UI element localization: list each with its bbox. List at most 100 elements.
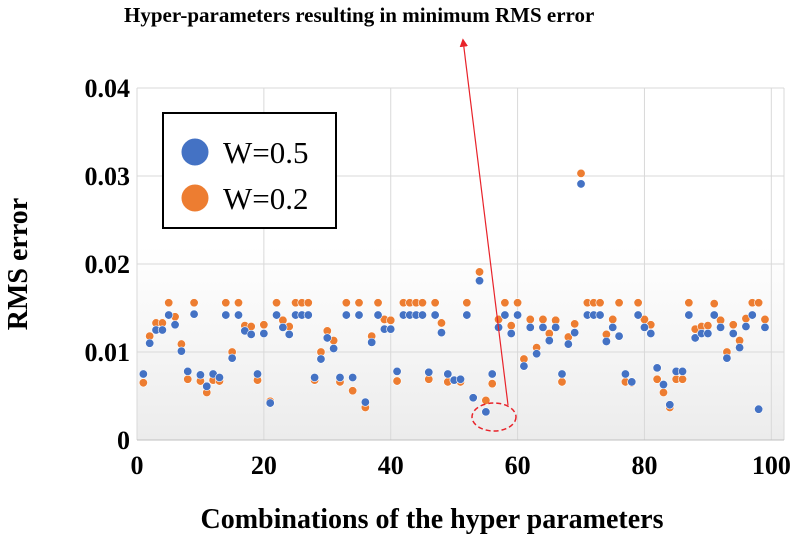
point-w02 bbox=[272, 298, 282, 308]
point-w05 bbox=[202, 381, 212, 391]
point-w02 bbox=[728, 320, 738, 330]
point-w02 bbox=[373, 298, 383, 308]
y-tick-label: 0.04 bbox=[85, 74, 131, 103]
point-w05 bbox=[646, 329, 656, 339]
point-w05 bbox=[424, 367, 434, 377]
point-w05 bbox=[678, 366, 688, 376]
point-w02 bbox=[633, 298, 643, 308]
point-w05 bbox=[728, 329, 738, 339]
point-w05 bbox=[475, 276, 485, 286]
y-tick-label: 0.03 bbox=[85, 162, 131, 191]
legend: W=0.5 W=0.2 bbox=[162, 112, 337, 229]
tick-labels: 0 0.01 0.02 0.03 0.04 0 20 40 60 80 100 bbox=[85, 74, 791, 480]
point-w02 bbox=[392, 376, 402, 386]
point-w05 bbox=[532, 349, 542, 359]
point-w05 bbox=[614, 331, 624, 341]
point-w02 bbox=[354, 298, 364, 308]
x-tick-label: 20 bbox=[251, 451, 277, 480]
point-w05 bbox=[341, 310, 351, 320]
point-w05 bbox=[145, 338, 155, 348]
point-w02 bbox=[760, 314, 770, 324]
point-w05 bbox=[170, 320, 180, 330]
point-w02 bbox=[595, 298, 605, 308]
point-w05 bbox=[138, 369, 148, 379]
point-w05 bbox=[246, 329, 256, 339]
point-w05 bbox=[513, 310, 523, 320]
point-w02 bbox=[506, 321, 516, 331]
x-tick-label: 80 bbox=[631, 451, 657, 480]
point-w02 bbox=[475, 267, 485, 277]
point-w05 bbox=[658, 380, 668, 390]
point-w05 bbox=[551, 322, 561, 332]
point-w05 bbox=[386, 324, 396, 334]
point-w05 bbox=[195, 370, 205, 380]
point-w05 bbox=[360, 397, 370, 407]
point-w05 bbox=[335, 373, 345, 383]
point-w05 bbox=[373, 310, 383, 320]
point-w02 bbox=[430, 298, 440, 308]
chart-title: Hyper-parameters resulting in minimum RM… bbox=[124, 3, 594, 27]
y-tick-label: 0.01 bbox=[85, 338, 131, 367]
data-points bbox=[138, 168, 770, 417]
point-w05 bbox=[608, 322, 618, 332]
point-w02 bbox=[386, 315, 396, 325]
legend-marker-w05 bbox=[180, 137, 210, 167]
point-w02 bbox=[303, 298, 313, 308]
point-w02 bbox=[221, 298, 231, 308]
legend-label-w05: W=0.5 bbox=[223, 135, 309, 170]
point-w05 bbox=[462, 310, 472, 320]
point-w05 bbox=[272, 310, 282, 320]
point-w02 bbox=[183, 374, 193, 384]
minimum-highlight-ellipse bbox=[471, 402, 517, 432]
point-w02 bbox=[436, 318, 446, 328]
point-w05 bbox=[754, 404, 764, 414]
point-w02 bbox=[259, 320, 269, 330]
point-w05 bbox=[183, 366, 193, 376]
point-w05 bbox=[468, 393, 478, 403]
point-w05 bbox=[525, 322, 535, 332]
point-w05 bbox=[481, 407, 491, 417]
point-w05 bbox=[665, 400, 675, 410]
point-w05 bbox=[487, 369, 497, 379]
point-w05 bbox=[310, 373, 320, 383]
point-w02 bbox=[703, 321, 713, 331]
point-w05 bbox=[233, 310, 243, 320]
point-w02 bbox=[500, 298, 510, 308]
point-w05 bbox=[633, 310, 643, 320]
point-w05 bbox=[316, 354, 326, 364]
point-w05 bbox=[639, 322, 649, 332]
point-w02 bbox=[576, 168, 586, 178]
x-axis-title: Combinations of the hyper parameters bbox=[200, 504, 663, 534]
point-w05 bbox=[741, 321, 751, 331]
point-w05 bbox=[690, 333, 700, 343]
point-w05 bbox=[392, 366, 402, 376]
point-w05 bbox=[227, 353, 237, 363]
x-tick-label: 0 bbox=[131, 451, 144, 480]
point-w02 bbox=[570, 319, 580, 329]
point-w02 bbox=[538, 314, 548, 324]
point-w05 bbox=[709, 310, 719, 320]
point-w02 bbox=[684, 298, 694, 308]
legend-marker-w02 bbox=[180, 183, 210, 213]
point-w05 bbox=[303, 310, 313, 320]
point-w05 bbox=[544, 336, 554, 346]
point-w05 bbox=[563, 339, 573, 349]
point-w05 bbox=[348, 373, 358, 383]
point-w05 bbox=[329, 343, 339, 353]
point-w05 bbox=[576, 179, 586, 189]
point-w05 bbox=[506, 329, 516, 339]
point-w05 bbox=[557, 369, 567, 379]
point-w02 bbox=[652, 374, 662, 384]
point-w05 bbox=[221, 310, 231, 320]
x-tick-label: 100 bbox=[752, 451, 791, 480]
point-w05 bbox=[627, 377, 637, 387]
highlight-arrow bbox=[459, 38, 509, 406]
point-w02 bbox=[678, 374, 688, 384]
point-w02 bbox=[164, 298, 174, 308]
point-w05 bbox=[284, 329, 294, 339]
point-w02 bbox=[487, 379, 497, 389]
point-w02 bbox=[513, 298, 523, 308]
point-w05 bbox=[652, 363, 662, 373]
point-w05 bbox=[417, 310, 427, 320]
